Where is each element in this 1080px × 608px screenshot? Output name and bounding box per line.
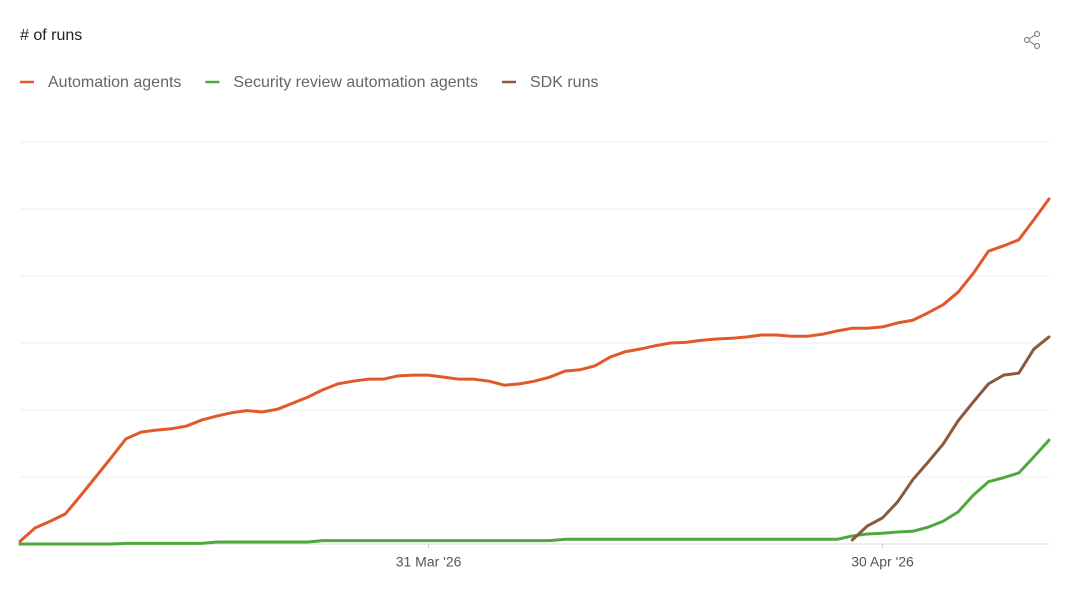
x-tick-label: 31 Mar '26 [396,554,462,570]
series-line [18,438,1051,546]
x-tick-label: 30 Apr '26 [851,554,914,570]
legend-label: SDK runs [530,74,598,91]
share-dot [1033,42,1041,50]
share-icon[interactable] [1023,30,1041,50]
share-dot [1033,30,1041,38]
series-line [18,197,1051,543]
share-link [1028,34,1036,46]
share-dot [1023,36,1031,44]
legend-label: Security review automation agents [233,74,478,91]
chart-title: # of runs [20,27,82,44]
legend-label: Automation agents [48,74,181,91]
series-line [850,335,1051,542]
